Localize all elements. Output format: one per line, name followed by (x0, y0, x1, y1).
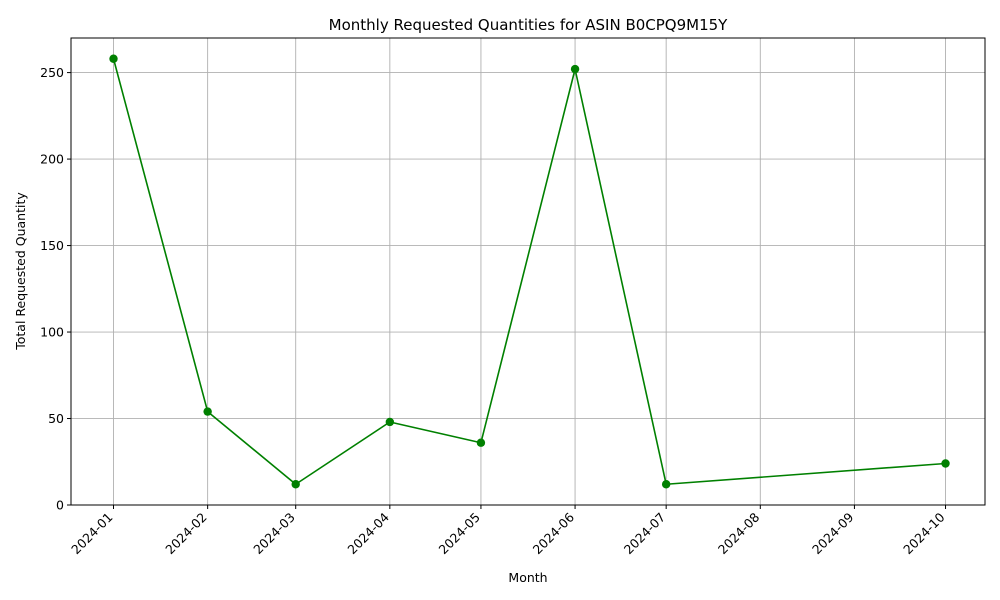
x-tick-label: 2024-07 (621, 510, 669, 558)
y-tick-label: 100 (40, 325, 64, 340)
y-tick-label: 200 (40, 152, 64, 167)
data-point (385, 417, 395, 427)
grid-layer (71, 38, 985, 506)
y-axis-label: Total Requested Quantity (13, 192, 28, 351)
data-point (661, 480, 671, 489)
series-line (112, 58, 946, 486)
y-tick-label: 0 (56, 498, 64, 513)
x-tick-label: 2024-08 (715, 509, 763, 557)
data-point (291, 480, 300, 489)
x-tick-label: 2024-06 (530, 509, 578, 557)
axis-layer: 0 50 100 150 200 250 2024-01 2024-02 2024-03 2024… (40, 65, 948, 557)
y-tick-label: 50 (48, 411, 64, 426)
data-point (941, 459, 950, 468)
plot-frame (70, 37, 986, 506)
chart-title: Monthly Requested Quantities for ASIN B0… (329, 16, 729, 34)
y-tick-label: 250 (40, 65, 64, 80)
x-tick-label: 2024-09 (809, 509, 857, 557)
x-tick-label: 2024-02 (162, 510, 210, 558)
y-tick-label: 150 (40, 238, 64, 253)
data-point (203, 407, 212, 416)
x-tick-label: 2024-01 (68, 510, 116, 558)
data-point (109, 54, 118, 63)
x-axis-label: Month (508, 570, 547, 585)
series-layer (109, 54, 950, 489)
data-point (476, 438, 486, 447)
x-tick-label: 2024-05 (436, 510, 484, 558)
x-tick-label: 2024-03 (250, 510, 298, 558)
x-tick-label: 2024-10 (900, 509, 948, 557)
x-tick-label: 2024-04 (344, 509, 392, 557)
data-point (570, 64, 580, 74)
